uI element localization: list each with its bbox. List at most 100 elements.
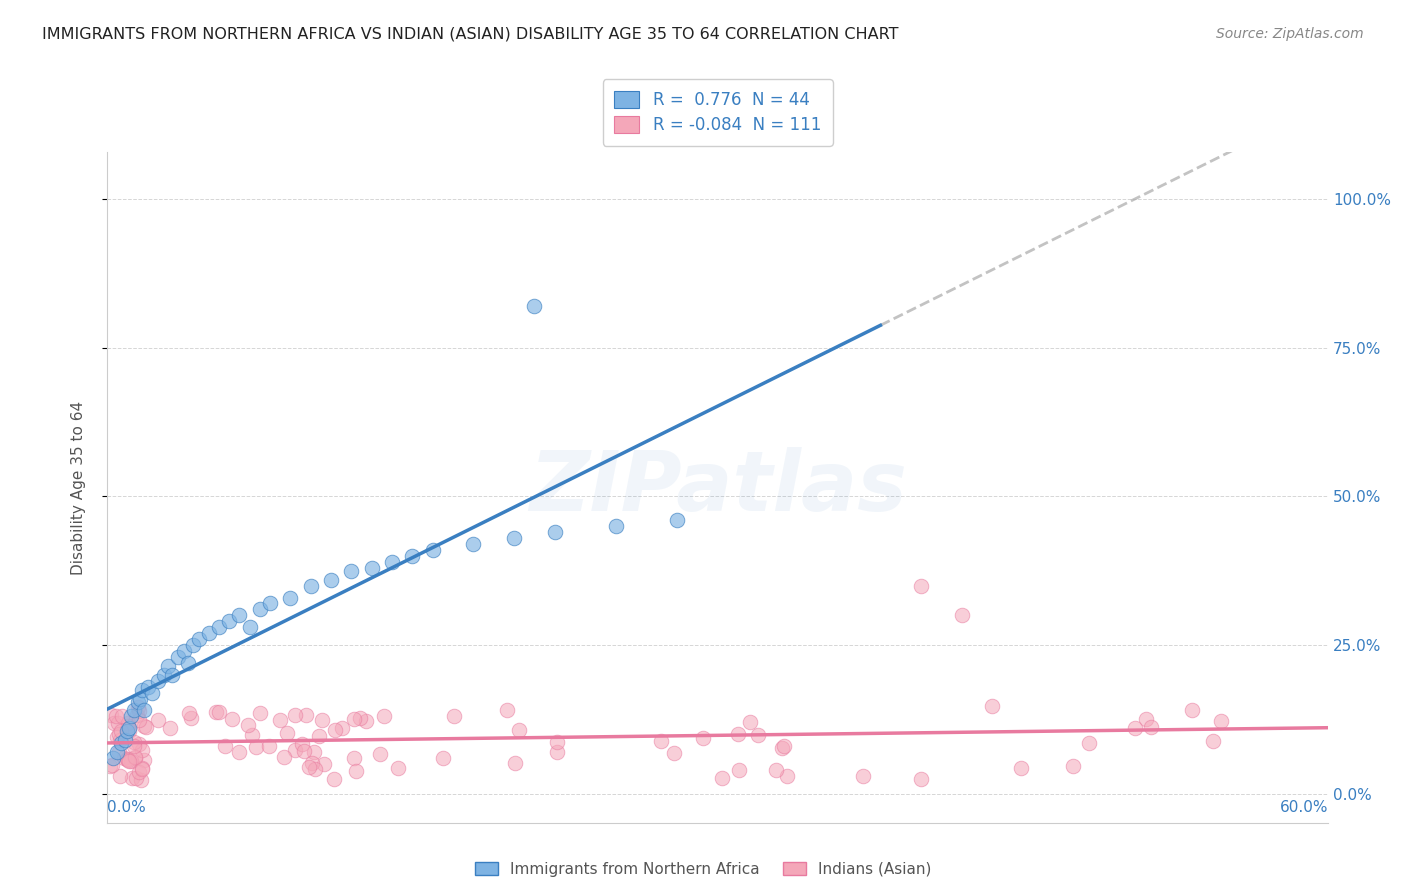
Point <box>141 686 163 700</box>
Point <box>160 668 183 682</box>
Point <box>422 543 444 558</box>
Point <box>228 745 250 759</box>
Point <box>238 717 260 731</box>
Point <box>125 707 148 722</box>
Point <box>432 751 454 765</box>
Text: 0.0%: 0.0% <box>107 800 146 814</box>
Point <box>340 564 363 578</box>
Point <box>131 743 153 757</box>
Point <box>117 716 139 731</box>
Point <box>665 513 688 527</box>
Point <box>105 730 128 744</box>
Point <box>112 751 135 765</box>
Point <box>1135 712 1157 726</box>
Point <box>1063 758 1085 772</box>
Point <box>128 737 150 751</box>
Point <box>323 723 346 738</box>
Point <box>208 706 231 720</box>
Point <box>368 747 391 761</box>
Point <box>711 771 734 785</box>
Text: 60.0%: 60.0% <box>1279 800 1329 814</box>
Point <box>776 769 799 783</box>
Point <box>299 579 322 593</box>
Point <box>122 739 145 754</box>
Point <box>132 719 155 733</box>
Point <box>381 555 404 569</box>
Point <box>765 763 787 777</box>
Point <box>117 724 139 739</box>
Point <box>692 731 714 745</box>
Point <box>110 736 132 750</box>
Point <box>135 720 157 734</box>
Point <box>128 764 150 779</box>
Point <box>167 650 190 665</box>
Point <box>108 769 131 783</box>
Point <box>108 745 131 759</box>
Point <box>981 699 1004 714</box>
Point <box>308 729 330 743</box>
Text: Source: ZipAtlas.com: Source: ZipAtlas.com <box>1216 27 1364 41</box>
Point <box>127 699 149 714</box>
Point <box>295 708 318 723</box>
Point <box>544 525 567 540</box>
Point <box>100 708 122 723</box>
Point <box>1123 722 1146 736</box>
Point <box>1140 720 1163 734</box>
Point <box>105 708 128 723</box>
Point <box>127 695 149 709</box>
Point <box>297 760 319 774</box>
Point <box>121 771 143 785</box>
Point <box>910 772 932 786</box>
Point <box>401 549 423 563</box>
Point <box>276 726 298 740</box>
Point <box>128 691 150 706</box>
Point <box>284 708 307 723</box>
Point <box>495 703 517 717</box>
Point <box>122 735 145 749</box>
Point <box>311 713 333 727</box>
Point <box>728 763 751 777</box>
Point <box>125 771 148 785</box>
Point <box>1078 735 1101 749</box>
Point <box>249 706 271 721</box>
Point <box>344 764 367 778</box>
Point <box>269 713 291 727</box>
Point <box>245 739 267 754</box>
Point <box>546 735 568 749</box>
Point <box>173 644 195 658</box>
Point <box>463 537 485 551</box>
Point <box>738 714 761 729</box>
Point <box>131 682 153 697</box>
Point <box>342 712 364 726</box>
Point <box>950 608 973 623</box>
Point <box>115 752 138 766</box>
Point <box>218 615 240 629</box>
Point <box>322 772 344 786</box>
Point <box>118 754 141 768</box>
Point <box>349 711 371 725</box>
Point <box>259 597 281 611</box>
Point <box>146 713 169 727</box>
Point <box>120 754 142 768</box>
Point <box>221 712 243 726</box>
Point <box>330 721 353 735</box>
Point <box>650 734 672 748</box>
Point <box>153 668 176 682</box>
Point <box>136 680 159 694</box>
Point <box>302 745 325 759</box>
Point <box>100 759 122 773</box>
Point <box>852 769 875 783</box>
Point <box>122 704 145 718</box>
Point <box>773 739 796 754</box>
Point <box>294 744 316 758</box>
Point <box>101 751 124 765</box>
Point <box>1181 703 1204 717</box>
Point <box>387 761 409 775</box>
Point <box>747 728 769 742</box>
Text: ZIPatlas: ZIPatlas <box>529 447 907 528</box>
Point <box>249 602 271 616</box>
Point <box>343 751 366 765</box>
Point <box>114 733 136 747</box>
Point <box>100 758 122 772</box>
Point <box>118 723 141 738</box>
